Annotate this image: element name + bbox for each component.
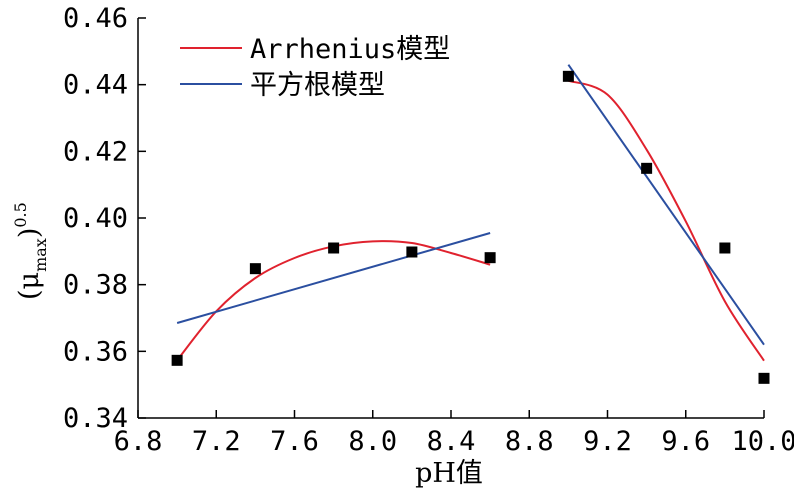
svg-text:(μmax)0.5: (μmax)0.5	[11, 202, 50, 300]
x-tick-label: 8.0	[348, 426, 397, 457]
x-tick-label: 7.6	[270, 426, 319, 457]
y-axis-title-sup: 0.5	[11, 202, 30, 227]
y-tick-label: 0.34	[63, 403, 128, 434]
x-tick-label: 8.4	[427, 426, 476, 457]
legend-label-arrhenius: Arrhenius模型	[250, 34, 450, 65]
legend-label-sqrt: 平方根模型	[250, 70, 385, 101]
y-ticks: 0.34 0.36 0.38 0.40 0.42 0.44 0.46	[63, 3, 146, 434]
data-point	[484, 252, 496, 264]
y-tick-label: 0.38	[63, 270, 128, 301]
x-tick-label: 8.8	[505, 426, 554, 457]
sqrt-fit-line	[176, 232, 491, 324]
y-axis-title: (μmax)0.5	[11, 202, 50, 300]
x-ticks: 6.8 7.2 7.6 8.0 8.4 8.8 9.2 9.6 10.0	[114, 410, 794, 457]
data-point	[758, 372, 770, 384]
x-tick-label: 9.6	[661, 426, 710, 457]
x-tick-label: 7.2	[192, 426, 241, 457]
x-tick-label: 6.8	[114, 426, 163, 457]
plot-area: 6.8 7.2 7.6 8.0 8.4 8.8 9.2 9.6 10.0 0.340.360.3…	[63, 3, 794, 457]
y-tick-label: 0.40	[63, 203, 128, 234]
x-tick-label: 9.2	[583, 426, 632, 457]
data-point	[719, 242, 731, 254]
data-points	[171, 70, 770, 384]
y-tick-label: 0.46	[63, 3, 128, 34]
arrhenius-fit-line	[176, 240, 491, 361]
y-tick-label: 0.36	[63, 336, 128, 367]
data-point	[641, 162, 653, 174]
y-axis-title-base: (μ	[14, 272, 45, 300]
x-axis-title: pH值	[415, 458, 483, 489]
y-axis-title-close: )	[14, 228, 45, 239]
y-axis-title-sub: max	[31, 238, 50, 272]
data-point	[328, 242, 340, 254]
x-tick-label: 10.0	[731, 426, 794, 457]
arrhenius-fit-line	[568, 79, 765, 362]
y-tick-label: 0.44	[63, 70, 128, 101]
data-point	[171, 354, 183, 366]
legend: Arrhenius模型 平方根模型	[180, 34, 450, 101]
sqrt-fit-line	[567, 64, 765, 346]
y-tick-label: 0.42	[63, 136, 128, 167]
series-lines	[176, 64, 765, 362]
data-point	[249, 263, 261, 275]
data-point	[562, 70, 574, 82]
data-point	[406, 246, 418, 258]
